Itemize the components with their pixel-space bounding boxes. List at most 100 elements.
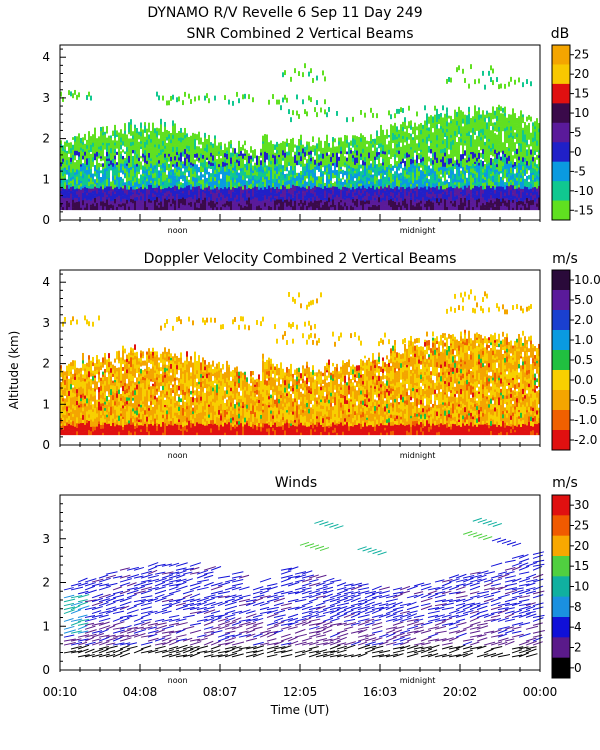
heatmap-cell [340, 204, 342, 211]
heatmap-cell [476, 199, 478, 205]
heatmap-cell [210, 176, 212, 182]
heatmap-cell [450, 123, 452, 127]
heatmap-cell [436, 174, 438, 180]
heatmap-cell [390, 177, 392, 184]
heatmap-cell [426, 189, 428, 193]
heatmap-cell [66, 205, 68, 211]
heatmap-cell [234, 187, 236, 193]
heatmap-cell [404, 191, 406, 196]
heatmap-cell [394, 193, 396, 199]
heatmap-cell [322, 171, 324, 174]
heatmap-cell [108, 182, 110, 187]
heatmap-cell [480, 136, 482, 141]
heatmap-cell [478, 179, 480, 182]
heatmap-cell [174, 172, 176, 176]
heatmap-cell [480, 173, 482, 180]
heatmap-cell [422, 193, 424, 198]
heatmap-cell [180, 137, 182, 143]
heatmap-cell [122, 205, 124, 211]
heatmap-cell [190, 162, 192, 165]
heatmap-cell [320, 142, 322, 148]
heatmap-cell [466, 148, 468, 152]
heatmap-cell [98, 182, 100, 189]
heatmap-cell [292, 189, 294, 195]
heatmap-cell [428, 137, 430, 142]
heatmap-cell [218, 160, 220, 165]
heatmap-cell [104, 175, 106, 180]
heatmap-cell [132, 155, 134, 160]
heatmap-cell [390, 187, 392, 193]
heatmap-cell [192, 181, 194, 187]
heatmap-cell [274, 188, 276, 194]
heatmap-cell [354, 188, 356, 193]
heatmap-cell [210, 181, 212, 187]
heatmap-cell [304, 195, 306, 199]
heatmap-cell [248, 187, 250, 191]
heatmap-cell [498, 84, 500, 90]
heatmap-cell [488, 198, 490, 203]
heatmap-cell [166, 187, 168, 192]
heatmap-cell [192, 151, 194, 154]
heatmap-cell [402, 143, 404, 149]
heatmap-cell [412, 204, 414, 211]
heatmap-cell [238, 165, 240, 171]
heatmap-cell [378, 140, 380, 144]
heatmap-cell [406, 178, 408, 183]
heatmap-cell [504, 192, 506, 197]
heatmap-cell [298, 186, 300, 192]
heatmap-cell [82, 141, 84, 145]
heatmap-cell [156, 167, 158, 173]
heatmap-cell [104, 206, 106, 211]
heatmap-cell [284, 202, 286, 207]
heatmap-cell [276, 186, 278, 191]
heatmap-cell [238, 172, 240, 176]
heatmap-cell [440, 144, 442, 150]
heatmap-cell [500, 144, 502, 149]
heatmap-cell [296, 94, 298, 100]
heatmap-cell [186, 190, 188, 194]
heatmap-cell [108, 190, 110, 194]
heatmap-cell [446, 149, 448, 155]
heatmap-cell [246, 200, 248, 205]
heatmap-cell [410, 192, 412, 198]
heatmap-cell [390, 172, 392, 178]
heatmap-cell [384, 154, 386, 157]
heatmap-cell [292, 200, 294, 207]
heatmap-cell [468, 106, 470, 112]
heatmap-cell [166, 129, 168, 135]
heatmap-cell [86, 192, 88, 196]
heatmap-cell [498, 174, 500, 179]
heatmap-cell [126, 177, 128, 182]
heatmap-cell [482, 146, 484, 150]
heatmap-cell [478, 130, 480, 135]
heatmap-cell [514, 123, 516, 128]
heatmap-cell [208, 190, 210, 195]
heatmap-cell [204, 172, 206, 176]
heatmap-cell [402, 196, 404, 201]
heatmap-cell [98, 141, 100, 147]
heatmap-cell [100, 177, 102, 180]
heatmap-cell [382, 192, 384, 198]
heatmap-cell [224, 176, 226, 181]
heatmap-cell [512, 185, 514, 191]
heatmap-cell [310, 163, 312, 168]
heatmap-cell [454, 206, 456, 211]
heatmap-cell [270, 152, 272, 158]
heatmap-cell [394, 129, 396, 135]
heatmap-cell [412, 163, 414, 169]
heatmap-cell [490, 194, 492, 201]
heatmap-cell [414, 150, 416, 153]
heatmap-cell [456, 179, 458, 182]
heatmap-cell [414, 140, 416, 145]
heatmap-cell [522, 138, 524, 142]
heatmap-cell [352, 191, 354, 197]
heatmap-cell [488, 189, 490, 195]
heatmap-cell [416, 111, 418, 117]
heatmap-cell [202, 158, 204, 163]
heatmap-cell [488, 165, 490, 170]
heatmap-cell [392, 153, 394, 157]
heatmap-cell [312, 78, 314, 83]
heatmap-cell [154, 158, 156, 164]
heatmap-cell [396, 177, 398, 182]
heatmap-cell [132, 185, 134, 190]
